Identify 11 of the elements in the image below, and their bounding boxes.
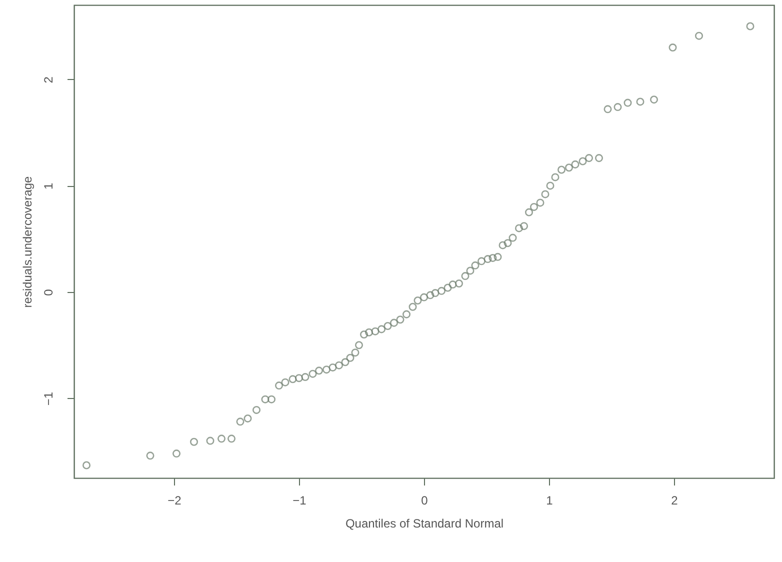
x-tick-label: 0 (421, 494, 428, 508)
x-tick-label: −1 (292, 494, 307, 508)
y-tick-label: −1 (42, 392, 56, 406)
y-axis-title: residuals.undercoverage (20, 176, 34, 308)
x-tick-label: 1 (546, 494, 554, 508)
x-axis-title: Quantiles of Standard Normal (345, 516, 504, 530)
y-tick-label: 1 (42, 182, 56, 190)
x-tick-label: −2 (168, 494, 182, 508)
y-tick-label: 0 (42, 288, 56, 296)
y-tick-label: 2 (42, 76, 56, 84)
x-tick-label: 2 (671, 494, 678, 508)
